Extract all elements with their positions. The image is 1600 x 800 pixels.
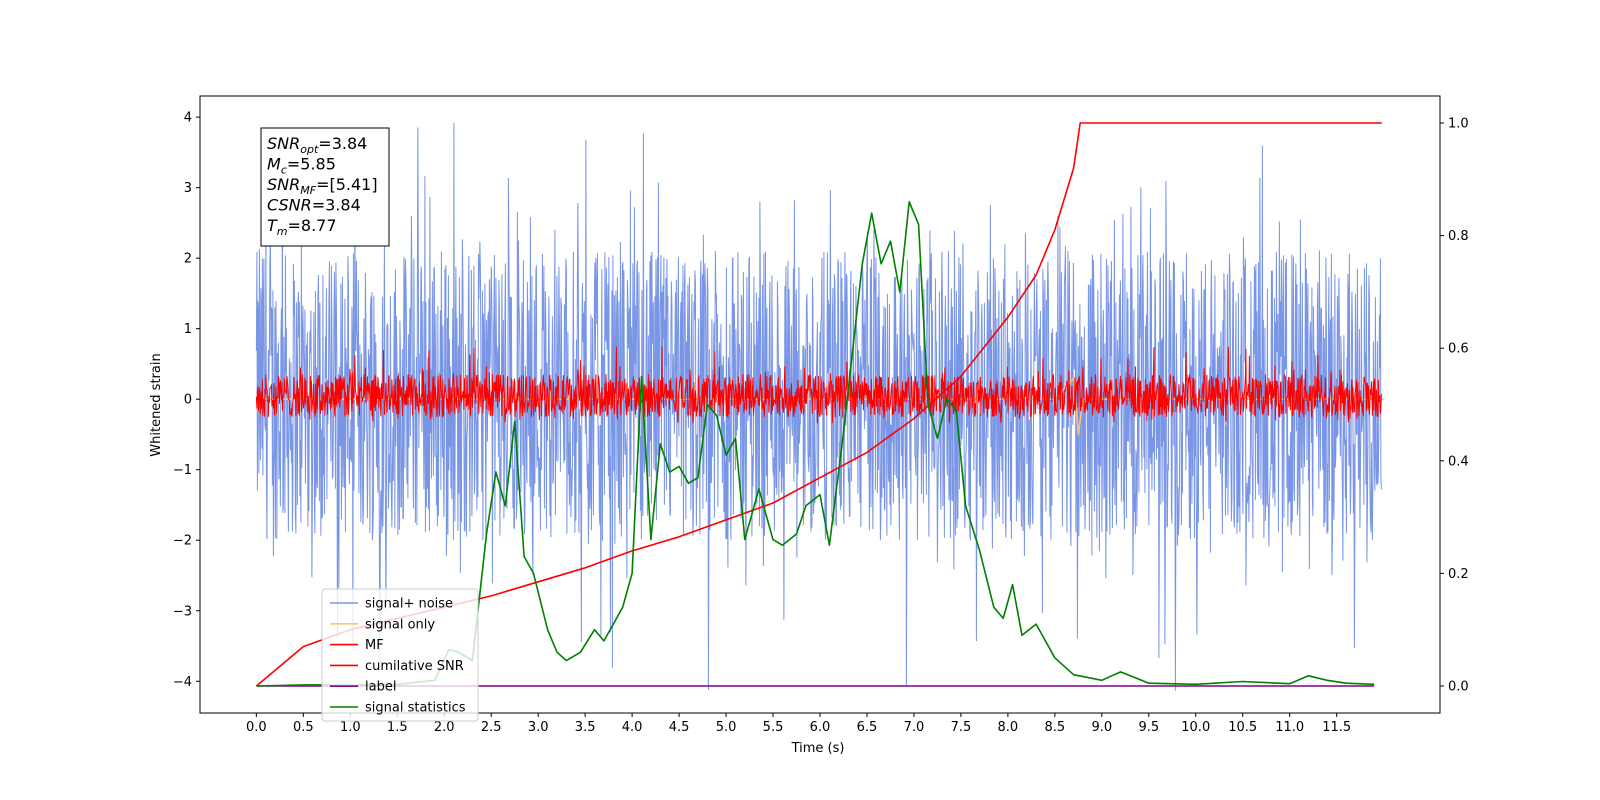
legend-label: signal+ noise bbox=[365, 597, 453, 612]
series-mf bbox=[255, 346, 1382, 424]
x-tick-label: 7.5 bbox=[951, 720, 972, 735]
y2-tick-label: 0.4 bbox=[1448, 454, 1469, 469]
legend-label: cumilative SNR bbox=[365, 659, 464, 674]
x-tick-label: 1.0 bbox=[340, 720, 361, 735]
legend-label: label bbox=[365, 680, 396, 695]
x-tick-label: 10.5 bbox=[1228, 720, 1257, 735]
legend-label: signal only bbox=[365, 617, 435, 632]
y2-tick-label: 0.6 bbox=[1448, 342, 1469, 357]
y-tick-label: −3 bbox=[173, 604, 192, 619]
x-tick-label: 11.0 bbox=[1275, 720, 1304, 735]
x-tick-label: 4.5 bbox=[669, 720, 690, 735]
x-axis-label: Time (s) bbox=[791, 741, 845, 756]
x-tick-label: 0.5 bbox=[293, 720, 314, 735]
x-tick-label: 6.0 bbox=[810, 720, 831, 735]
x-tick-label: 2.0 bbox=[434, 720, 455, 735]
annotation-line: Mc=5.85 bbox=[267, 155, 336, 177]
legend-frame bbox=[321, 588, 479, 722]
x-tick-label: 6.5 bbox=[857, 720, 878, 735]
y2-tick-label: 0.2 bbox=[1448, 567, 1469, 582]
x-axis: 0.0 0.5 1.0 1.5 2.0 2.5 3.0 3.5 4.0 4.5 5.0 5.5 6.0 6… bbox=[246, 713, 1351, 735]
legend-label: signal statistics bbox=[365, 701, 466, 716]
x-tick-label: 9.0 bbox=[1091, 720, 1112, 735]
x-tick-label: 3.5 bbox=[575, 720, 596, 735]
x-tick-label: 5.5 bbox=[763, 720, 784, 735]
y-axis-right: 0.0 0.2 0.4 0.6 0.8 1.0 bbox=[1440, 117, 1469, 694]
x-tick-label: 7.0 bbox=[904, 720, 925, 735]
y-axis-left: −4 −3 −2 −1 0 1 2 3 4 bbox=[173, 111, 200, 690]
x-tick-label: 9.5 bbox=[1138, 720, 1159, 735]
x-tick-label: 10.0 bbox=[1181, 720, 1210, 735]
y-tick-label: −4 bbox=[173, 675, 192, 690]
annotation-line: CSNR=3.84 bbox=[267, 196, 361, 215]
x-tick-label: 1.5 bbox=[387, 720, 408, 735]
x-tick-label: 8.5 bbox=[1045, 720, 1066, 735]
y-tick-label: −1 bbox=[173, 463, 192, 478]
annotation-line: SNRMF=[5.41] bbox=[267, 175, 378, 197]
y-tick-label: 1 bbox=[184, 322, 192, 337]
x-tick-label: 2.5 bbox=[481, 720, 502, 735]
x-tick-label: 5.0 bbox=[716, 720, 737, 735]
y-tick-label: 3 bbox=[184, 181, 192, 196]
y2-tick-label: 0.8 bbox=[1448, 229, 1469, 244]
x-tick-label: 11.5 bbox=[1322, 720, 1351, 735]
annotation-frame bbox=[260, 127, 390, 247]
y2-tick-label: 1.0 bbox=[1448, 117, 1469, 132]
annotation-box: SNRopt=3.84Mc=5.85SNRMF=[5.41]CSNR=3.84T… bbox=[260, 127, 390, 247]
y2-tick-label: 0.0 bbox=[1448, 679, 1469, 694]
series-signal-statistics bbox=[256, 201, 1375, 687]
x-tick-label: 4.0 bbox=[622, 720, 643, 735]
y-tick-label: −2 bbox=[173, 534, 192, 549]
x-tick-label: 3.0 bbox=[528, 720, 549, 735]
x-tick-label: 8.0 bbox=[998, 720, 1019, 735]
y-tick-label: 4 bbox=[184, 111, 192, 126]
y-tick-label: 2 bbox=[184, 252, 192, 267]
legend: signal+ noise signal only MF cumilative SNR… bbox=[321, 588, 479, 722]
y-axis-label: Whitened strain bbox=[149, 353, 164, 456]
annotation-line: Tm=8.77 bbox=[267, 216, 337, 238]
x-tick-label: 0.0 bbox=[246, 720, 267, 735]
y-tick-label: 0 bbox=[184, 393, 192, 408]
annotation-line: SNRopt=3.84 bbox=[267, 134, 367, 156]
legend-label: MF bbox=[365, 638, 384, 653]
